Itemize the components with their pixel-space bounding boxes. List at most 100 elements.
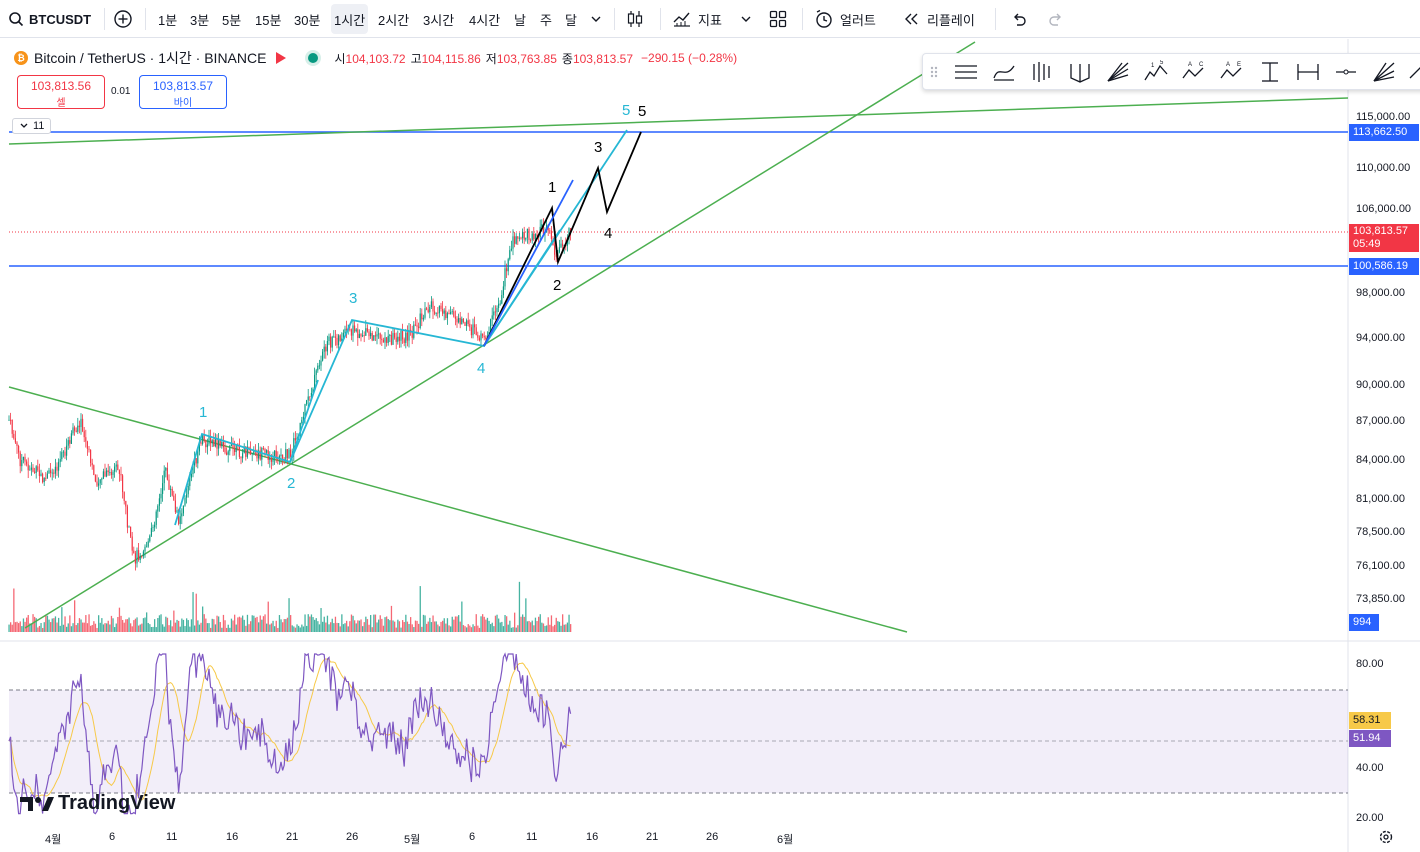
indicators-dropdown[interactable]	[740, 0, 752, 38]
settings-button[interactable]	[1378, 829, 1394, 850]
candle-body	[366, 328, 368, 332]
alert-button[interactable]: 얼러트	[814, 0, 876, 38]
candle-body	[187, 486, 189, 495]
candle-body	[515, 236, 517, 244]
volume-bar	[541, 622, 543, 632]
candle-body	[40, 473, 42, 477]
drag-handle-icon[interactable]	[927, 60, 941, 84]
candle-body	[432, 301, 434, 312]
interval-30m[interactable]: 30분	[294, 12, 321, 28]
candle-body	[226, 452, 228, 455]
candle-body	[328, 336, 330, 342]
candle-body	[154, 524, 156, 528]
interval-1m[interactable]: 1분	[158, 12, 178, 28]
candle-body	[285, 449, 287, 461]
sell-button[interactable]: 103,813.56 셀	[17, 75, 105, 109]
price-label: 81,000.00	[1356, 493, 1405, 505]
price-range-icon[interactable]	[1257, 60, 1283, 84]
curve-tool-icon[interactable]	[991, 60, 1017, 84]
interval-month[interactable]: 달	[565, 12, 577, 28]
replay-label: 리플레이	[927, 12, 975, 28]
candle-body	[245, 446, 247, 457]
candle-body	[541, 224, 543, 227]
grid-layout-icon	[769, 10, 787, 28]
fan-tool-icon[interactable]	[1105, 60, 1131, 84]
horizontal-ray-icon[interactable]	[1333, 60, 1359, 84]
volume-bar	[253, 615, 255, 632]
tradingview-logo[interactable]: TradingView	[20, 792, 175, 815]
interval-day[interactable]: 날	[514, 12, 526, 28]
gann-fan-icon[interactable]	[1371, 60, 1397, 84]
candle-body	[134, 553, 136, 564]
interval-week[interactable]: 주	[540, 12, 552, 28]
volume-bar	[142, 618, 145, 632]
candle-body	[211, 440, 213, 444]
volume-bar	[250, 621, 252, 632]
candle-body	[422, 317, 424, 320]
volume-bar	[307, 614, 309, 632]
volume-bar	[277, 627, 279, 632]
candle-body	[54, 466, 56, 474]
candle-body	[315, 370, 317, 375]
date-range-icon[interactable]	[1295, 60, 1321, 84]
volume-bar	[490, 624, 492, 632]
volume-bar	[75, 625, 77, 632]
candle-body	[424, 308, 426, 318]
volume-bar	[402, 620, 404, 632]
interval-15m[interactable]: 15분	[255, 12, 282, 28]
volume-bar	[438, 626, 441, 632]
interval-5m[interactable]: 5분	[222, 12, 242, 28]
layouts-button[interactable]	[768, 0, 788, 38]
candle-body	[362, 335, 364, 337]
candle-body	[200, 442, 202, 444]
symbol-search[interactable]: BTCUSDT	[8, 5, 91, 33]
indicators-button[interactable]: 지표	[672, 0, 722, 38]
volume-bar	[328, 624, 330, 632]
candle-body	[150, 527, 152, 536]
volume-bar	[133, 620, 135, 632]
legend-title[interactable]: Bitcoin / TetherUS · 1시간 · BINANCE	[34, 50, 267, 66]
volume-bar	[186, 618, 188, 632]
volume-bar	[528, 620, 530, 632]
undo-button[interactable]	[1010, 0, 1028, 38]
volume-bar	[448, 625, 450, 632]
replay-button[interactable]: 리플레이	[903, 0, 975, 38]
schiff-pitchfork-icon[interactable]	[1067, 60, 1093, 84]
volume-bar	[213, 619, 215, 632]
candle-body	[310, 392, 312, 398]
interval-dropdown[interactable]	[590, 0, 602, 38]
candle-body	[62, 451, 64, 453]
interval-1h[interactable]: 1시간	[331, 4, 369, 34]
volume-bar	[78, 618, 81, 632]
candle-body	[462, 318, 464, 323]
compare-button[interactable]	[113, 0, 133, 38]
candle-body	[454, 316, 456, 319]
candle-body	[528, 228, 530, 241]
candle-body	[189, 477, 191, 487]
volume-bar	[178, 620, 180, 632]
redo-button[interactable]	[1047, 0, 1065, 38]
interval-2h[interactable]: 2시간	[378, 12, 410, 28]
volume-bar	[130, 623, 132, 632]
interval-3m[interactable]: 3분	[190, 12, 210, 28]
interval-4h[interactable]: 4시간	[469, 12, 501, 28]
buy-button[interactable]: 103,813.57 바이	[139, 75, 227, 109]
volume-bar	[134, 618, 137, 632]
volume-bar	[350, 614, 353, 632]
more-tools-icon[interactable]	[1407, 60, 1420, 84]
volume-bar	[365, 616, 367, 632]
candle-body	[542, 224, 544, 234]
parallel-channel-icon[interactable]	[953, 60, 979, 84]
candle-body	[8, 419, 10, 421]
candle-body	[232, 443, 234, 449]
plus-circle-icon	[114, 10, 132, 28]
collapse-indicators-button[interactable]: 11	[12, 118, 52, 134]
volume-bar	[389, 620, 391, 632]
interval-3h[interactable]: 3시간	[423, 12, 455, 28]
pitchfork-icon[interactable]	[1029, 60, 1055, 84]
chart-type-button[interactable]	[625, 0, 645, 38]
